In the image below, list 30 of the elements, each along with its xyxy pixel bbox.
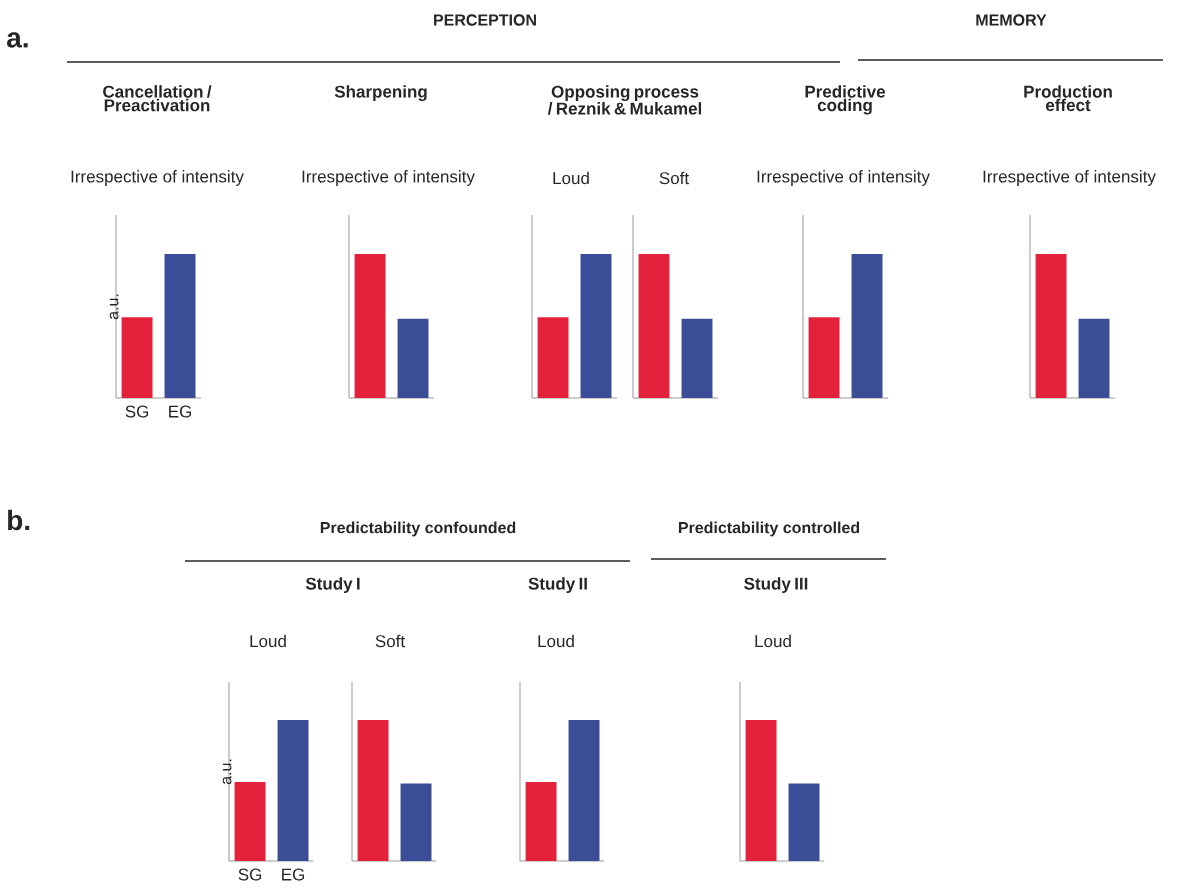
text: a. (7, 32, 28, 48)
chart-subtitle: Irrespective of intensity (757, 170, 930, 186)
chart-subtitle: Loud (538, 634, 574, 648)
chart-title: Study III (744, 577, 808, 594)
chart-title: Cancellation / Preactivation (103, 85, 212, 112)
chart-title: Sharpening (334, 85, 427, 102)
chart-title: Opposing process / Reznik & Mukamel (547, 85, 702, 115)
chart-subtitle: Irrespective of intensity (302, 170, 475, 186)
x-tick-label: EG (282, 868, 305, 881)
chart-subtitle: Soft (659, 171, 689, 185)
text: PERCEPTION (434, 14, 536, 26)
chart-subtitle: Soft (375, 634, 405, 648)
chart-subtitle: Loud (553, 171, 589, 185)
chart-title: Production effect (1024, 85, 1112, 112)
text: b. (8, 509, 30, 531)
chart-subtitle: Irrespective of intensity (983, 170, 1156, 186)
y-axis-title: a.u. (109, 294, 119, 320)
chart-subtitle: Irrespective of intensity (71, 170, 244, 186)
chart-subtitle: Loud (755, 634, 791, 648)
text: Predictability controlled (678, 521, 860, 537)
text: Predictability confounded (320, 521, 516, 537)
text: MEMORY (976, 14, 1047, 26)
y-axis-title: a.u. (222, 759, 232, 785)
chart-title: Study II (528, 577, 587, 594)
chart-title: Study I (305, 577, 360, 594)
x-tick-label: SG (238, 868, 262, 881)
chart-subtitle: Loud (250, 634, 286, 648)
chart-title: Predictive coding (805, 85, 886, 115)
x-tick-label: EG (169, 405, 192, 418)
x-tick-label: SG (125, 405, 149, 418)
